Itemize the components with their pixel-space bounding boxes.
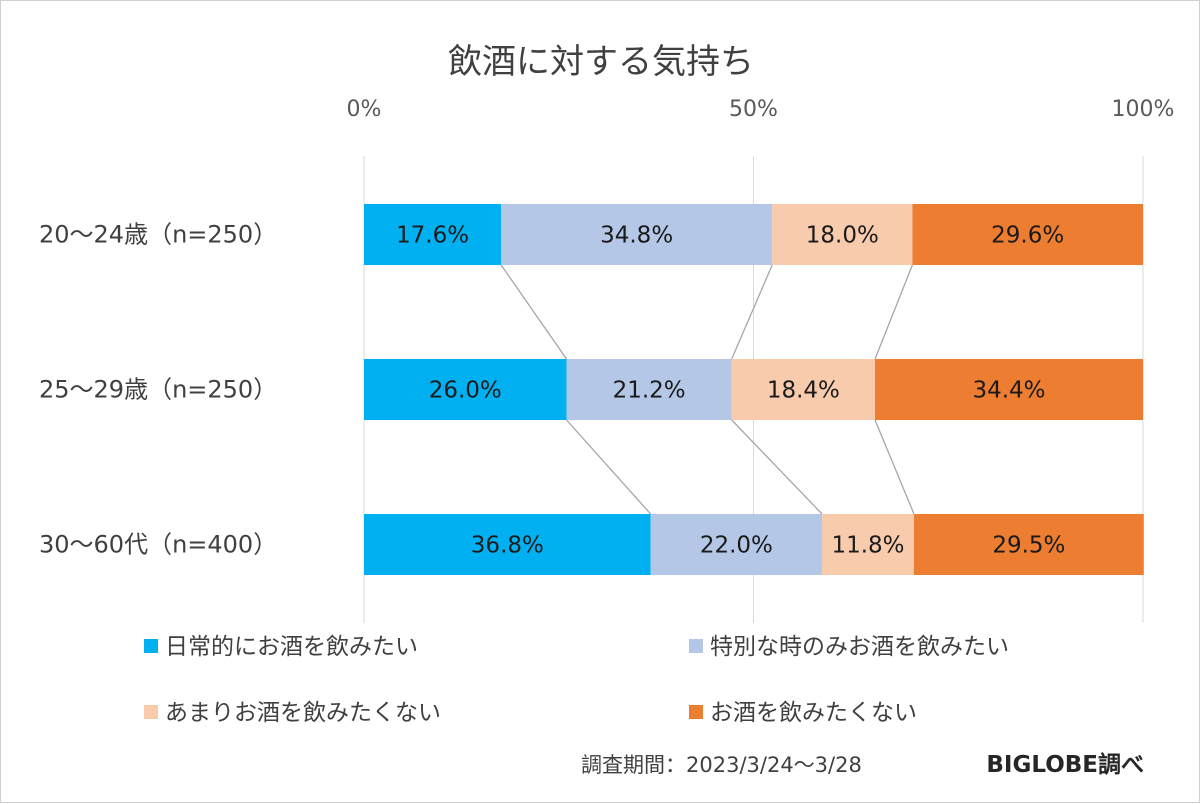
data-label: 17.6% xyxy=(396,223,469,249)
legend-label: 日常的にお酒を飲みたい xyxy=(165,634,418,660)
data-label: 34.4% xyxy=(972,378,1045,404)
chart-title: 飲酒に対する気持ち xyxy=(448,42,754,82)
category-label: 25～29歳（n=250） xyxy=(39,376,277,404)
x-tick-label: 50% xyxy=(729,97,778,122)
x-tick-label: 100% xyxy=(1112,97,1175,122)
bar-segment xyxy=(731,359,876,420)
data-label: 18.0% xyxy=(806,223,879,249)
bar-segment xyxy=(772,204,913,265)
data-label: 29.5% xyxy=(992,533,1065,559)
series-line xyxy=(566,419,652,515)
series-line xyxy=(874,264,914,360)
data-label: 22.0% xyxy=(700,533,773,559)
survey-period: 調査期間：2023/3/24～3/28 xyxy=(581,753,862,777)
data-label: 34.8% xyxy=(600,223,673,249)
series-line xyxy=(500,264,568,360)
bar-segment xyxy=(912,204,1143,265)
legend-swatch xyxy=(144,705,158,719)
bar-segment xyxy=(364,514,651,575)
legend-label: お酒を飲みたくない xyxy=(710,700,917,726)
bar-segment xyxy=(650,514,823,575)
legend-label: 特別な時のみお酒を飲みたい xyxy=(710,634,1009,660)
series-line xyxy=(874,419,915,515)
data-label: 11.8% xyxy=(831,533,904,559)
bar-segment xyxy=(501,204,773,265)
category-label: 20～24歳（n=250） xyxy=(39,221,277,249)
data-label: 36.8% xyxy=(471,533,544,559)
legend-label: あまりお酒を飲みたくない xyxy=(165,700,441,726)
legend-swatch xyxy=(689,705,703,719)
bar-segment xyxy=(822,514,914,575)
category-labels: 20～24歳（n=250） 25～29歳（n=250） 30～60代（n=400） xyxy=(39,221,277,559)
legend-swatch xyxy=(689,639,703,653)
legend-swatch xyxy=(144,639,158,653)
bar-segment xyxy=(364,204,502,265)
series-line xyxy=(731,419,823,515)
bar-segment xyxy=(566,359,732,420)
data-label: 18.4% xyxy=(767,378,840,404)
x-tick-label: 0% xyxy=(347,97,382,122)
bars: 17.6% 34.8% 18.0% 29.6% 26.0% 21.2% 18.4% 34.4%… xyxy=(364,204,1144,575)
category-label: 30～60代（n=400） xyxy=(39,531,277,559)
x-axis-ticks: 0% 50% 100% xyxy=(347,97,1175,122)
data-label: 21.2% xyxy=(613,378,686,404)
bar-segment xyxy=(364,359,567,420)
series-lines xyxy=(500,264,915,515)
series-line xyxy=(731,264,773,360)
data-label: 29.6% xyxy=(991,223,1064,249)
source-credit: BIGLOBE調べ xyxy=(986,751,1144,778)
data-label: 26.0% xyxy=(429,378,502,404)
bar-segment xyxy=(875,359,1143,420)
bar-segment xyxy=(913,514,1144,575)
